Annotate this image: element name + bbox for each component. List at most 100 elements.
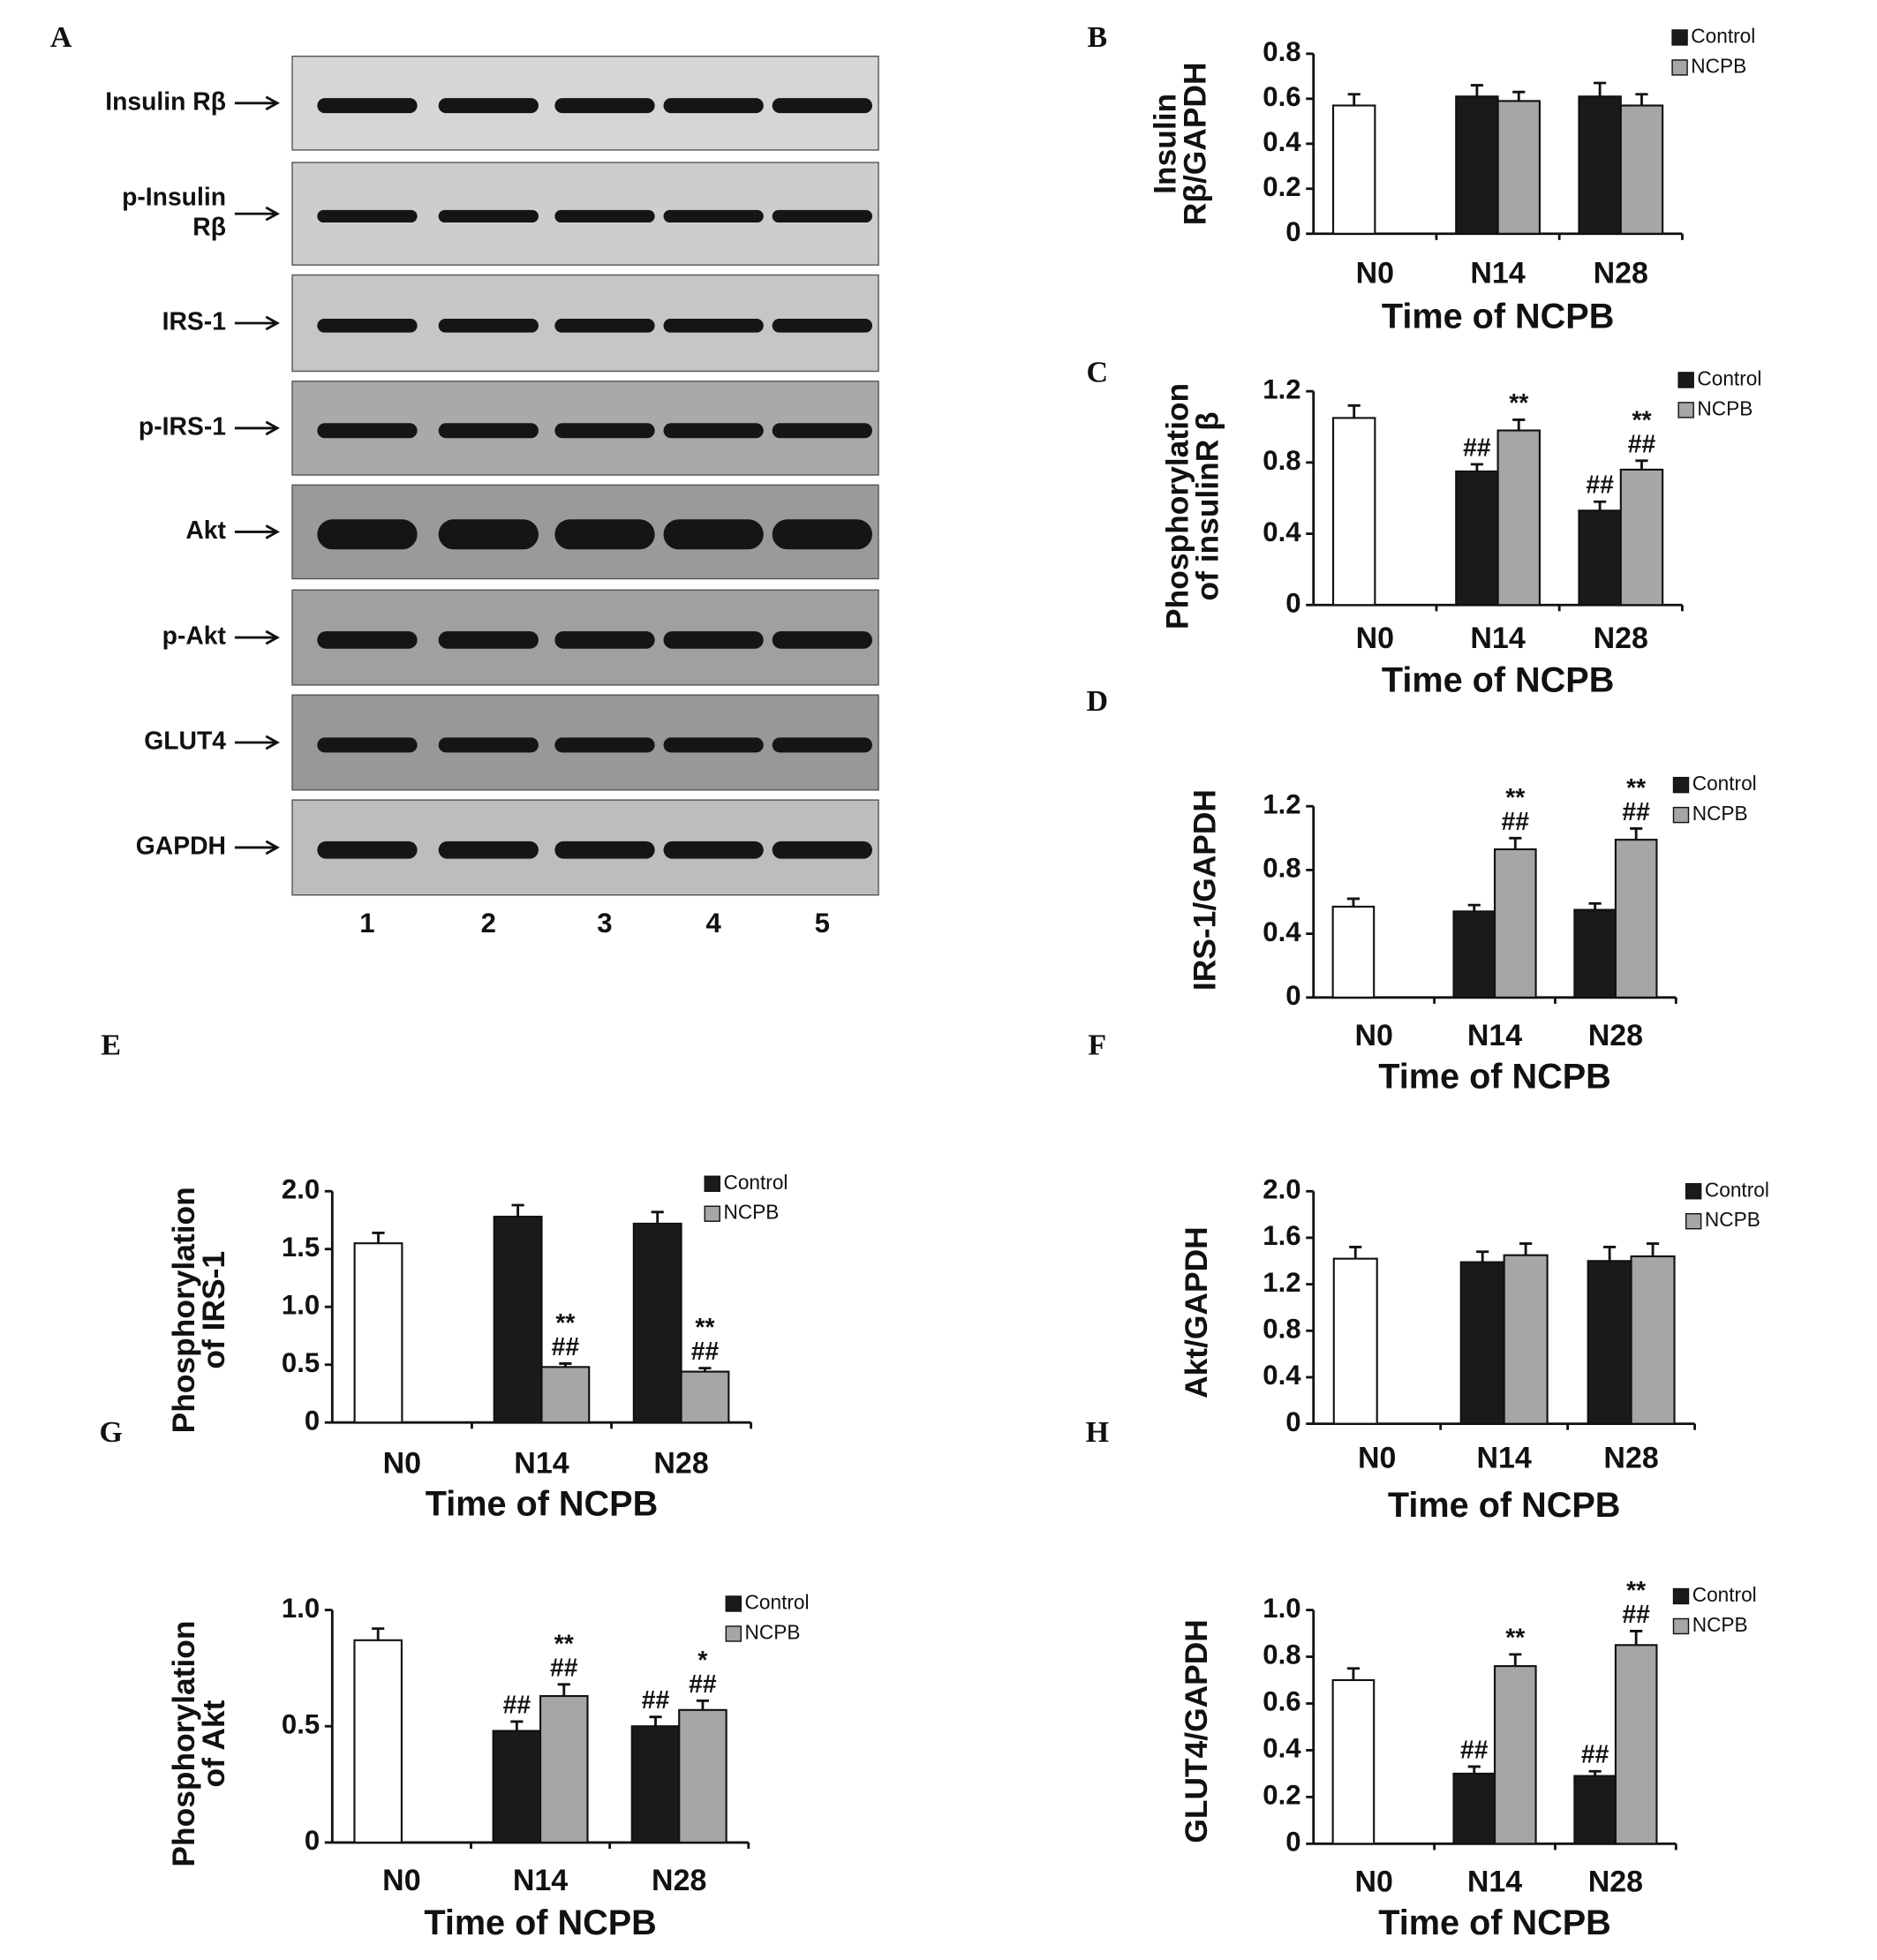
y-tick-label: 0.6 <box>1263 81 1300 112</box>
significance: ## <box>691 1337 720 1365</box>
significance: ## <box>1628 429 1656 457</box>
bar <box>1503 1254 1549 1425</box>
y-tick-label: 0.5 <box>282 1347 320 1378</box>
y-tick-label: 0.4 <box>1263 126 1301 157</box>
legend-label: Control <box>1692 772 1757 795</box>
bar <box>353 1639 403 1843</box>
legend-swatch <box>725 1595 743 1612</box>
y-tick-label: 0.5 <box>282 1708 320 1739</box>
legend-swatch <box>1677 402 1694 418</box>
error-bar <box>1594 81 1607 97</box>
legend-swatch <box>1672 1587 1690 1605</box>
x-tick-label: N0 <box>1354 1019 1392 1052</box>
blot-band <box>663 423 764 439</box>
x-tick-label: N28 <box>1594 256 1648 290</box>
panel-letter: B <box>1087 21 1107 54</box>
bar <box>1614 1644 1658 1845</box>
bar <box>1578 509 1622 607</box>
y-axis-title: Insulin <box>1148 94 1182 194</box>
y-tick-label: 1.0 <box>282 1289 320 1320</box>
blot-band <box>663 630 764 649</box>
error-bar <box>651 1210 664 1224</box>
x-tick-label: N14 <box>1476 1442 1531 1475</box>
legend-swatch <box>1671 59 1688 76</box>
legend-swatch <box>704 1205 720 1222</box>
bar <box>630 1725 681 1843</box>
x-axis-title: Time of NCPB <box>1388 1486 1620 1525</box>
x-tick-label: N14 <box>1470 622 1525 655</box>
legend-label: Control <box>745 1590 810 1613</box>
blot-band <box>317 737 418 753</box>
y-axis-title: Phosphorylation <box>1161 383 1195 629</box>
blot-band <box>772 841 872 859</box>
y-axis-title: IRS-1/GAPDH <box>1188 789 1223 991</box>
blot-band <box>438 98 539 114</box>
arrow-head <box>265 735 280 750</box>
x-tick-label: N14 <box>1470 256 1525 290</box>
x-tick-label: N0 <box>383 1446 421 1480</box>
significance: ## <box>550 1653 578 1681</box>
bar <box>1331 1678 1376 1845</box>
legend-label: Control <box>1692 1583 1757 1606</box>
legend-swatch <box>1677 372 1694 388</box>
y-axis-title: Phosphorylation <box>167 1621 201 1867</box>
bar <box>1332 1257 1378 1425</box>
x-tick-label: N14 <box>514 1446 569 1480</box>
lane-number: 2 <box>481 908 496 939</box>
bar <box>1614 839 1658 999</box>
x-tick-label: N28 <box>653 1446 708 1480</box>
x-tick-label: N0 <box>1358 1442 1396 1475</box>
y-tick-label: 0.8 <box>1263 1313 1300 1344</box>
x-tick-label: N14 <box>513 1864 568 1897</box>
error-bar <box>1519 1242 1533 1255</box>
error-bar <box>1347 403 1361 418</box>
arrow-head <box>265 629 280 645</box>
blot-label: Akt <box>185 516 226 544</box>
significance: ## <box>1581 1740 1609 1768</box>
blot-label: IRS-1 <box>162 306 226 335</box>
legend-label: NCPB <box>723 1201 779 1224</box>
y-tick-label: 0.4 <box>1263 516 1301 547</box>
error-bar <box>698 1367 712 1372</box>
panel-letter: H <box>1086 1416 1109 1449</box>
x-tick-label: N28 <box>1588 1019 1643 1052</box>
error-bar <box>1630 1629 1643 1646</box>
bar <box>1455 470 1499 607</box>
arrow-head <box>265 95 280 111</box>
y-tick-label: 1.0 <box>1263 1593 1300 1624</box>
error-bar <box>557 1683 570 1697</box>
blot-band <box>772 319 872 333</box>
x-tick-label: N14 <box>1467 1019 1522 1052</box>
y-tick-label: 0.4 <box>1263 1733 1301 1764</box>
blot-label: p-Insulin <box>122 183 226 211</box>
bar <box>1452 1772 1496 1845</box>
error-bar <box>1347 93 1361 106</box>
y-axis-title: of insulinR β <box>1191 411 1225 600</box>
blot-label: p-IRS-1 <box>139 411 226 440</box>
blot-band <box>772 423 872 439</box>
blot-band <box>772 519 872 550</box>
blot-band <box>317 209 418 223</box>
legend-swatch <box>1672 806 1690 824</box>
legend-label: NCPB <box>745 1620 801 1643</box>
bar <box>353 1242 403 1424</box>
y-tick-label: 2.0 <box>282 1173 320 1204</box>
x-tick-label: N28 <box>1594 622 1648 655</box>
legend-swatch <box>1671 29 1688 46</box>
x-axis-title: Time of NCPB <box>426 1485 658 1524</box>
lane-number: 1 <box>359 908 374 939</box>
blot-band <box>438 841 539 859</box>
legend-swatch <box>1672 1617 1690 1635</box>
blot-band <box>554 841 655 859</box>
significance: ** <box>1632 405 1651 433</box>
x-axis-title: Time of NCPB <box>424 1903 656 1942</box>
blot-band <box>663 209 764 223</box>
significance: ## <box>689 1670 717 1698</box>
bar <box>1630 1255 1676 1425</box>
blot-band <box>554 630 655 649</box>
error-bar <box>1470 463 1483 471</box>
legend-label: Control <box>723 1171 788 1194</box>
y-axis-title: of IRS-1 <box>197 1251 231 1369</box>
legend-label: NCPB <box>1692 1613 1748 1636</box>
bar <box>1619 468 1664 607</box>
